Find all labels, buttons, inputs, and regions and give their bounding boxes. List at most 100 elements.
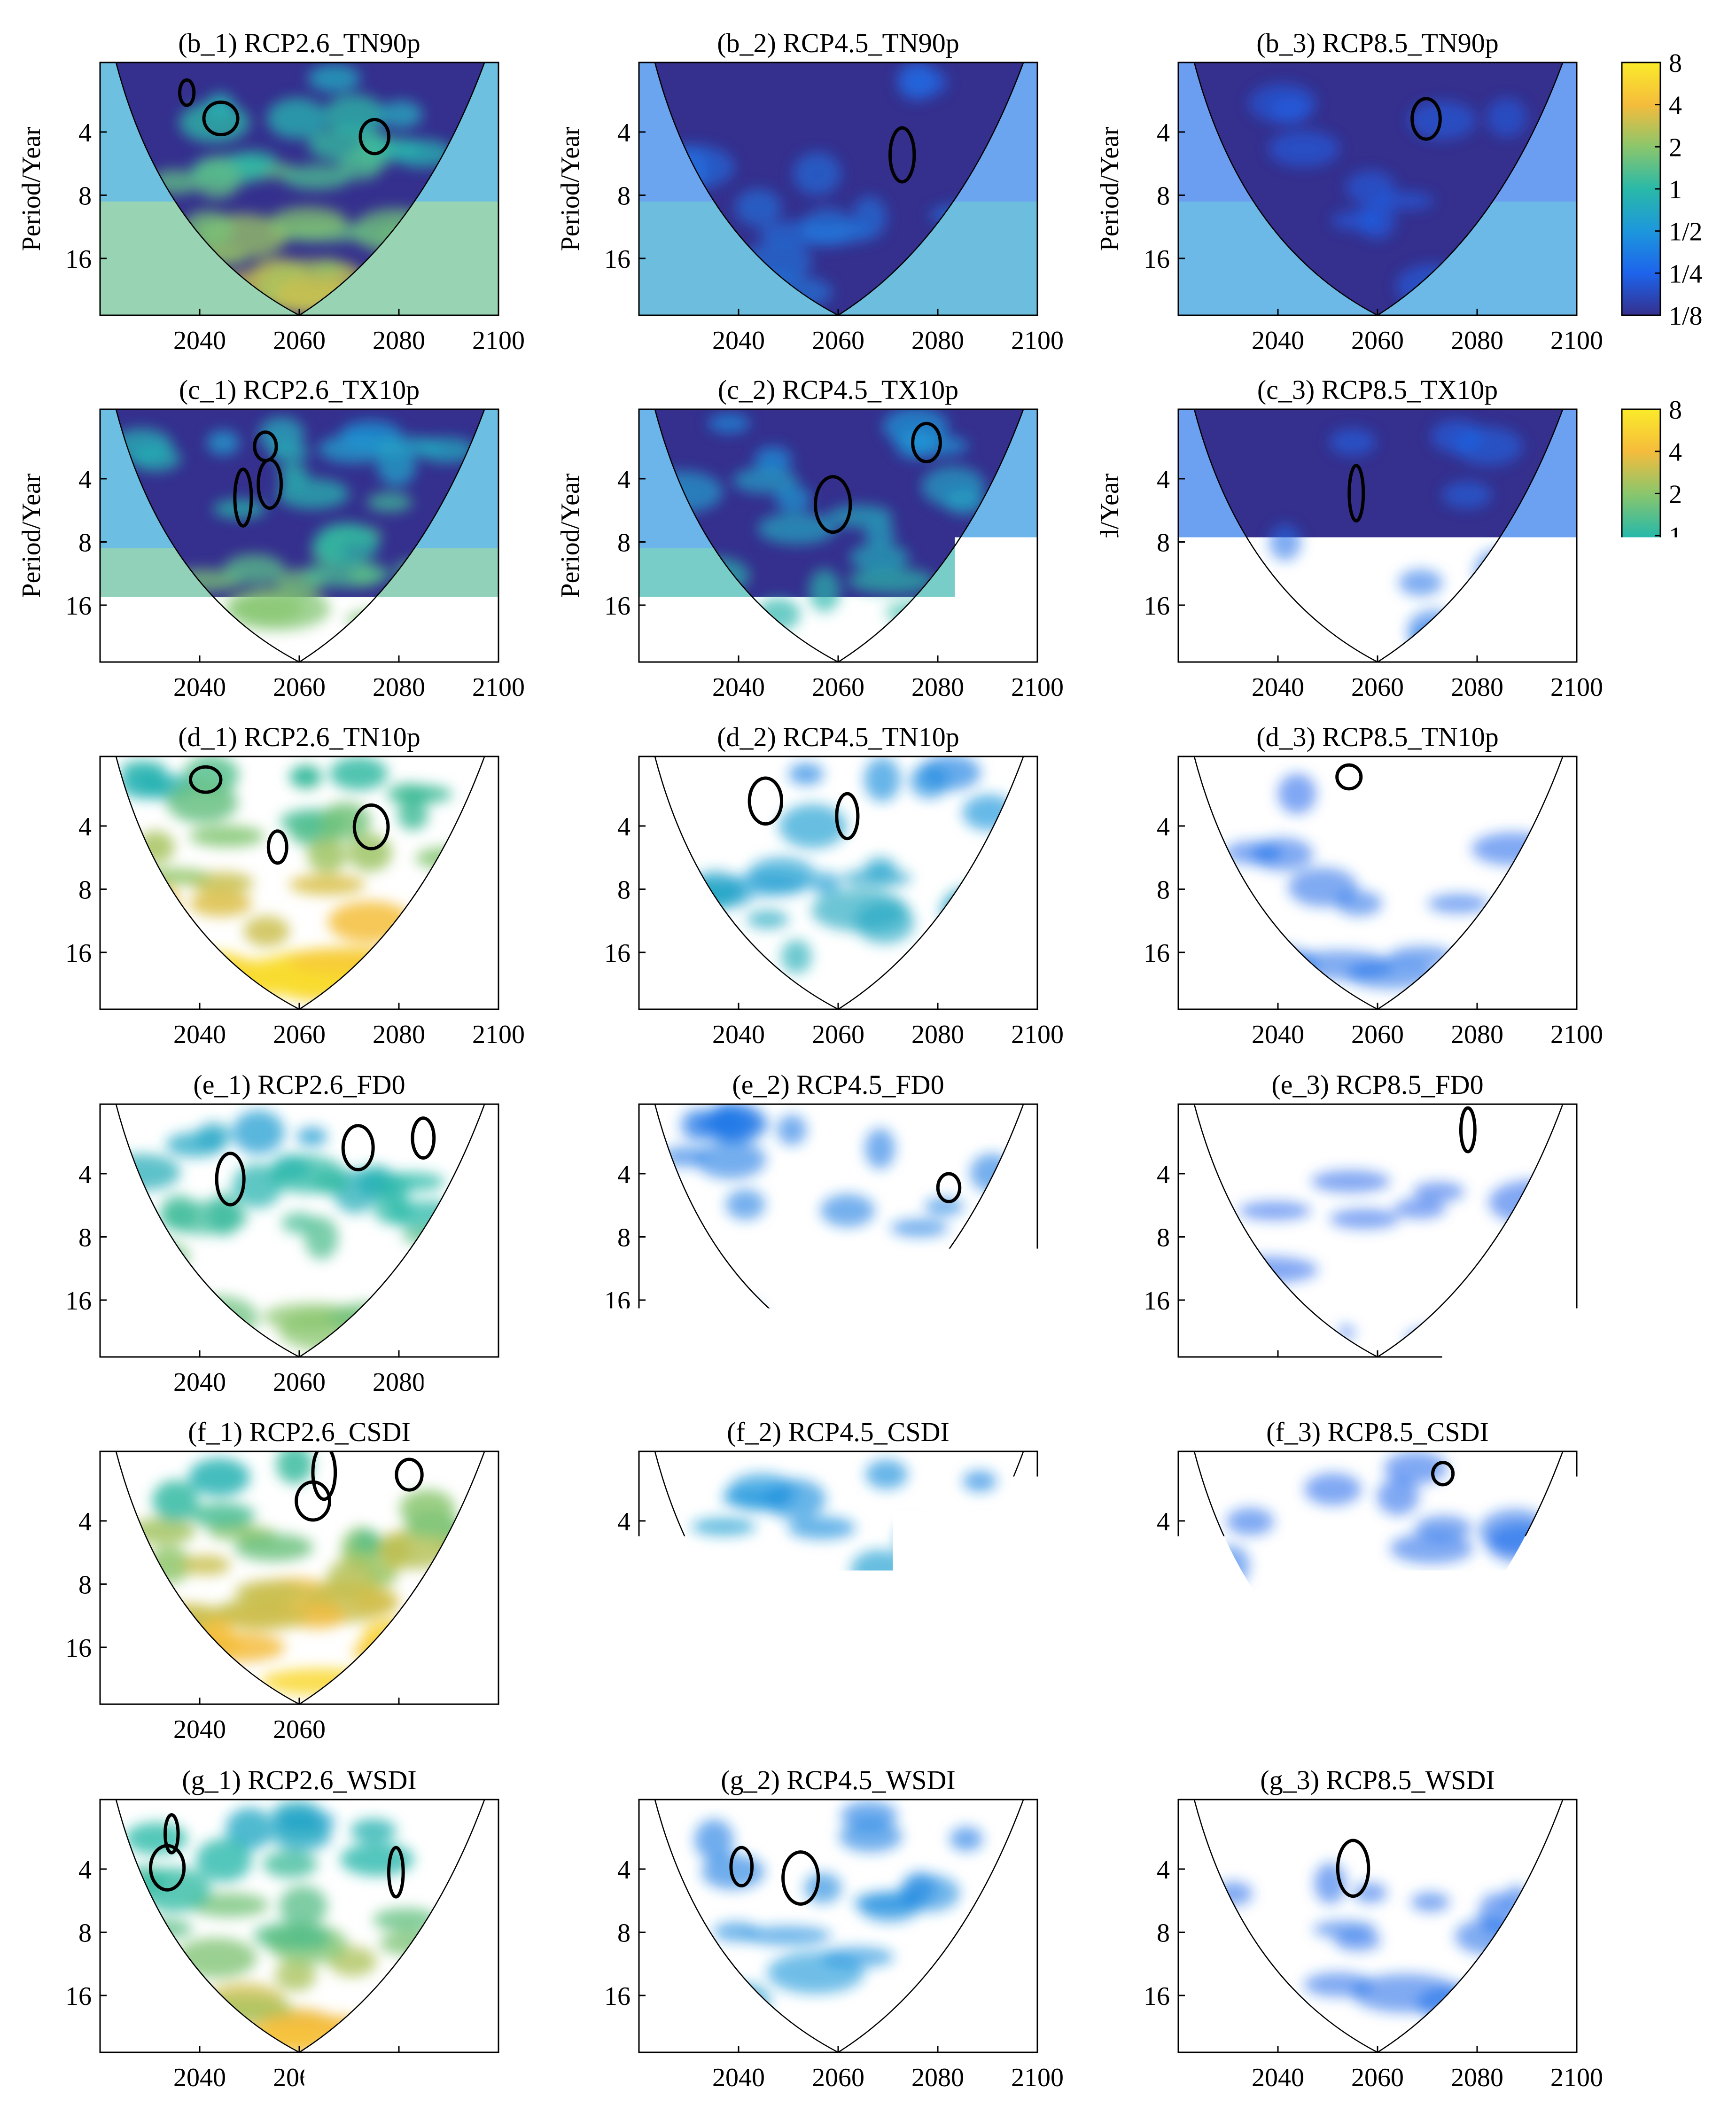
- power-blob: [207, 430, 239, 455]
- panel-content: [100, 409, 500, 662]
- y-tick-label: 16: [1144, 1634, 1170, 1663]
- x-tick-label: 2080: [1451, 326, 1503, 355]
- panel-title: (g_1) RCP2.6_WSDI: [182, 1765, 416, 1795]
- power-blob: [189, 1503, 255, 1528]
- power-blob: [1336, 891, 1382, 916]
- panel-content: [100, 756, 498, 1009]
- x-tick-label: 2080: [911, 1368, 964, 1397]
- power-blob: [272, 1820, 331, 1851]
- power-blob: [691, 1518, 756, 1535]
- y-tick-label: 8: [617, 1918, 631, 1948]
- x-tick-label: 2100: [1550, 673, 1603, 702]
- panel-c-3: (c_3) RCP8.5_TX10p48162040 2060 2080 2100Pe…: [1095, 374, 1603, 702]
- power-blob: [890, 1219, 948, 1237]
- panel-content: [100, 1800, 498, 2054]
- colorbar-tick-label: 1/8: [1669, 996, 1703, 1025]
- x-tick-label: 2040: [1252, 1368, 1304, 1397]
- power-blob: [244, 916, 289, 946]
- y-tick-label: 4: [78, 1160, 92, 1189]
- power-blob: [182, 1555, 231, 1575]
- colorbar-d: 84211/21/41/8: [1622, 743, 1703, 1025]
- panel-content: [638, 755, 1037, 1009]
- colorbar-tick-label: 1: [1669, 1912, 1682, 1941]
- panel-d-1: (d_1) RCP2.6_TN10p48162040 2060 2080 2100Pe…: [17, 722, 525, 1049]
- panel-content: [1178, 1451, 1577, 1704]
- power-blob: [821, 1947, 894, 1967]
- panel-e-1: (e_1) RCP2.6_FD048162040 2060 2080 2100Peri…: [17, 1069, 525, 1397]
- y-tick-label: 4: [617, 812, 631, 842]
- x-tick-label: 2080: [1451, 1715, 1503, 1744]
- x-tick-label: 2080: [1451, 1020, 1503, 1049]
- power-blob: [1455, 427, 1523, 466]
- power-blob: [219, 1601, 310, 1630]
- power-blob: [1399, 569, 1443, 596]
- power-blob: [289, 874, 366, 895]
- x-tick-label: 2060: [812, 1020, 864, 1049]
- y-axis-label: Period/Year: [1095, 473, 1124, 598]
- power-blob: [1377, 192, 1434, 210]
- y-tick-label: 8: [1157, 1570, 1170, 1599]
- power-blob: [1411, 1893, 1450, 1912]
- x-tick-label: 2060: [1351, 673, 1404, 702]
- y-tick-label: 16: [604, 1982, 631, 2011]
- colorbar-tick-label: 2: [1669, 133, 1682, 162]
- panel-title: (e_1) RCP2.6_FD0: [193, 1069, 405, 1100]
- colorbar-tick-label: 1/4: [1669, 1301, 1703, 1330]
- panel-f-1: (f_1) RCP2.6_CSDI48162040 2060 2080 2100Per…: [17, 1417, 525, 1744]
- panel-title: (c_2) RCP4.5_TX10p: [718, 374, 958, 405]
- power-blob: [748, 857, 816, 890]
- power-blob: [1428, 894, 1489, 913]
- power-blob: [1304, 1473, 1362, 1505]
- panel-title: (f_2) RCP4.5_CSDI: [727, 1417, 950, 1447]
- y-axis-label: Period/Year: [556, 1515, 585, 1640]
- power-blob: [691, 1108, 754, 1140]
- x-tick-label: 2100: [1550, 1020, 1603, 1049]
- panel-g-3: (g_3) RCP8.5_WSDI48162040 2060 2080 2100Per…: [1095, 1765, 1603, 2092]
- power-blob: [777, 1115, 807, 1145]
- y-tick-label: 8: [78, 1570, 92, 1599]
- power-blob: [963, 1471, 996, 1492]
- power-blob: [233, 1110, 285, 1154]
- colorbar-tick-label: 1/8: [1669, 1343, 1703, 1372]
- power-blob: [735, 189, 781, 226]
- y-axis-label: Period/Year: [17, 1863, 46, 1988]
- x-tick-label: 2040: [1252, 673, 1304, 702]
- panel-title: (e_2) RCP4.5_FD0: [732, 1069, 944, 1100]
- panel-content: [639, 1800, 1037, 2058]
- power-blob: [279, 1886, 327, 1927]
- y-tick-label: 16: [604, 1286, 631, 1316]
- power-blob: [950, 1827, 982, 1851]
- y-tick-label: 4: [617, 465, 631, 494]
- y-tick-label: 16: [1144, 592, 1170, 621]
- x-tick-label: 2060: [1351, 1715, 1404, 1744]
- colorbar-tick-label: 2: [1669, 827, 1682, 856]
- power-blob: [329, 757, 388, 790]
- x-tick-label: 2040: [173, 326, 226, 355]
- power-blob: [367, 492, 413, 512]
- power-blob: [1384, 1451, 1447, 1484]
- x-tick-label: 2040: [1252, 326, 1304, 355]
- y-tick-label: 4: [78, 1507, 92, 1536]
- power-blob: [213, 499, 266, 519]
- power-blob: [764, 1479, 825, 1520]
- colorbar-tick-label: 8: [1669, 1786, 1682, 1815]
- x-tick-label: 2060: [273, 1020, 326, 1049]
- power-blob: [809, 569, 840, 612]
- colorbar-bar: [1622, 409, 1660, 662]
- y-tick-label: 8: [617, 875, 631, 904]
- power-blob: [229, 151, 277, 171]
- x-tick-label: 2100: [1011, 1715, 1064, 1744]
- power-blob: [167, 782, 238, 823]
- colorbar-tick-label: 1/2: [1669, 1955, 1703, 1984]
- power-blob: [839, 1821, 903, 1852]
- power-blob: [813, 1642, 851, 1666]
- panel-title: (b_2) RCP4.5_TN90p: [717, 28, 959, 58]
- power-blob: [1313, 1921, 1377, 1938]
- panel-content: [638, 407, 1037, 662]
- colorbar-tick-label: 1/2: [1669, 1606, 1703, 1636]
- power-blob: [802, 208, 854, 247]
- colorbar-bar: [1622, 1800, 1660, 2052]
- power-blob: [865, 1459, 908, 1489]
- y-axis-label: Period/Year: [17, 820, 46, 945]
- y-tick-label: 8: [1157, 875, 1170, 904]
